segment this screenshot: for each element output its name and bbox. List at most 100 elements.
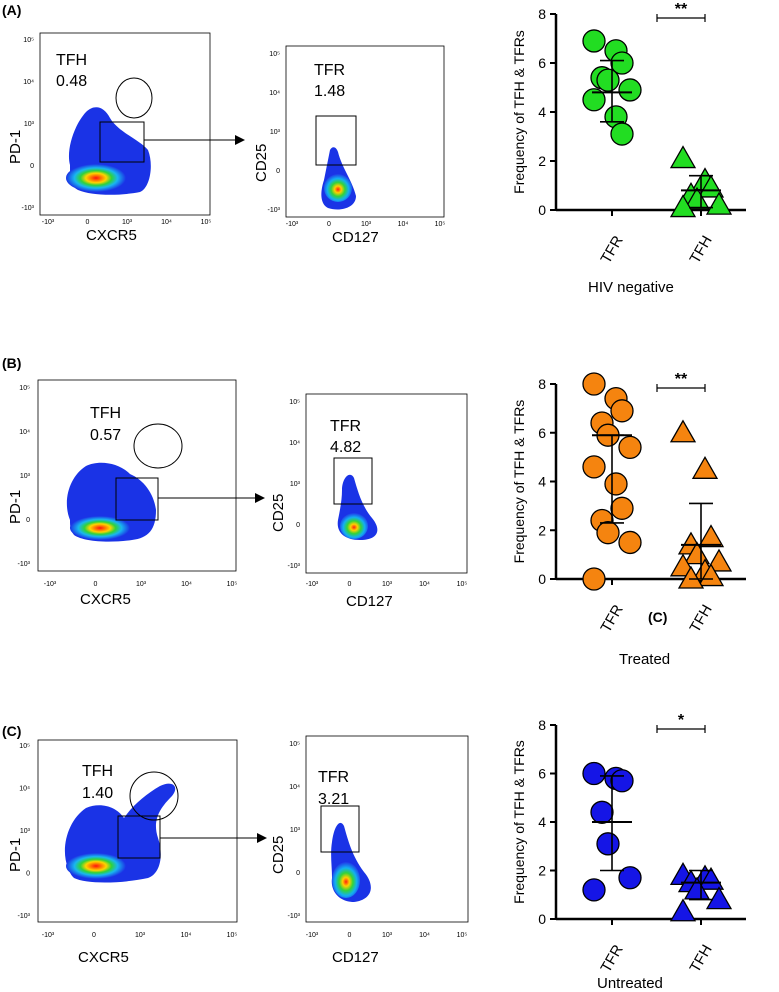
flow-y-tick: 10³ — [20, 828, 31, 835]
flow-x-tick: 10⁴ — [419, 932, 430, 939]
flow-x-tick: 10⁵ — [227, 932, 238, 939]
y-tick-label: 4 — [538, 104, 546, 120]
flow-x-tick: 10⁵ — [201, 219, 212, 226]
flow-y-tick: 10⁴ — [289, 440, 300, 447]
flow-x-tick: 10⁵ — [457, 932, 468, 939]
flow-x-tick: 0 — [348, 581, 352, 588]
density-core — [340, 513, 368, 539]
flow-y-tick: 10⁴ — [19, 786, 30, 793]
flow-y-tick: 10⁴ — [23, 79, 34, 86]
flow-x-tick: 10⁴ — [398, 221, 409, 228]
panel-label-b: (B) — [2, 355, 21, 371]
data-point — [596, 68, 620, 92]
cxcr5-gate-box — [117, 815, 161, 859]
y-tick-label: 0 — [538, 911, 546, 927]
data-point — [697, 524, 725, 548]
flow-x-tick: -10³ — [306, 581, 319, 588]
flow-x-tick: -10³ — [44, 581, 57, 588]
tfh-gate-ellipse — [133, 423, 183, 469]
density-core — [324, 174, 352, 202]
flow2-xlabel: CD127 — [346, 593, 393, 610]
y-axis-label: Frequency of TFH & TFRs — [511, 400, 527, 564]
flow-plot-cd25-cd127-c: TFR 3.21 CD127 CD25 -10³ 0 10³ 10⁴ 10⁵ 10⁵ 10… — [270, 735, 469, 966]
flow-x-tick: 10⁴ — [181, 932, 192, 939]
flow-y-tick: 10⁵ — [289, 741, 300, 748]
flow-y-tick: -10³ — [288, 913, 301, 920]
data-point — [604, 472, 628, 496]
flow-y-tick: 0 — [26, 517, 30, 524]
x-category-label: TFR — [597, 602, 626, 636]
data-point — [677, 565, 705, 589]
data-point — [705, 191, 733, 215]
tfr-gate-label: TFR — [330, 418, 361, 435]
tfh-gate-value: 1.40 — [82, 785, 113, 802]
data-point — [618, 435, 642, 460]
density-core — [70, 516, 130, 540]
data-point — [697, 563, 725, 587]
flow-plot-frame — [305, 393, 468, 574]
flow1-xlabel: CXCR5 — [86, 227, 137, 244]
flow-plot-frame — [37, 379, 237, 572]
flow-y-tick: -10³ — [18, 913, 31, 920]
density-core — [66, 853, 126, 879]
data-point — [669, 194, 697, 218]
flow1-xlabel: CXCR5 — [80, 591, 131, 608]
tfr-gate-value: 4.82 — [330, 439, 361, 456]
flow-plot-frame — [305, 735, 469, 923]
flow-x-tick: 10³ — [122, 219, 133, 226]
flow-x-tick: -10³ — [286, 221, 299, 228]
data-point — [697, 866, 725, 890]
dotplot-treated: 0 2 4 6 8 Frequency of TFH & TFRs TFR TFH ** — [511, 371, 746, 636]
data-point — [582, 567, 606, 591]
y-tick-label: 8 — [538, 717, 546, 733]
flow-plot-pd1-cxcr5-b: TFH 0.57 CXCR5 PD-1 -10³ 0 10³ 10⁴ 10⁵ 10⁵ 10… — [7, 379, 237, 608]
flow2-ylabel: CD25 — [270, 494, 287, 532]
flow-y-tick: -10³ — [288, 563, 301, 570]
flow-y-tick: 10³ — [290, 827, 301, 834]
data-point — [610, 122, 634, 146]
data-point — [683, 541, 711, 565]
flow-y-tick: 10⁵ — [269, 51, 280, 58]
significance-stars: * — [678, 712, 685, 729]
flow-x-tick: 0 — [94, 581, 98, 588]
flow2-xlabel: CD127 — [332, 229, 379, 246]
x-category-label: TFR — [597, 942, 626, 976]
y-tick-label: 6 — [538, 425, 546, 441]
flow2-ylabel: CD25 — [253, 144, 270, 182]
tfh-gate-value: 0.57 — [90, 427, 121, 444]
tfr-gate-box — [315, 115, 357, 166]
cxcr5-gate-box — [115, 477, 159, 521]
flow-x-tick: 0 — [327, 221, 331, 228]
data-point — [582, 878, 606, 902]
flow-x-tick: 10⁵ — [435, 221, 446, 228]
flow-y-tick: 10⁴ — [289, 784, 300, 791]
flow2-xlabel: CD127 — [332, 949, 379, 966]
flow-plot-pd1-cxcr5-a: TFH 0.48 CXCR5 PD-1 -10³ 0 10³ 10⁴ 10⁵ 10⁵ 10… — [7, 32, 212, 244]
tfr-gate-label: TFR — [314, 62, 345, 79]
y-tick-label: 4 — [538, 474, 546, 490]
tfh-gate-value: 0.48 — [56, 73, 87, 90]
flow-plot-frame — [285, 45, 445, 218]
flow-y-tick: 10³ — [290, 481, 301, 488]
flow2-ylabel: CD25 — [270, 836, 287, 874]
data-point — [691, 456, 719, 479]
data-point — [669, 419, 697, 443]
data-point — [610, 399, 634, 423]
data-point — [590, 800, 614, 824]
flow-plot-pd1-cxcr5-c: TFH 1.40 CXCR5 PD-1 -10³ 0 10³ 10⁴ 10⁵ 10⁵ 10… — [7, 739, 238, 966]
flow-y-tick: 10⁴ — [19, 429, 30, 436]
x-category-label: TFH — [686, 942, 715, 976]
panel-label-a: (A) — [2, 2, 21, 18]
tfh-gate-label: TFH — [90, 405, 121, 422]
y-tick-label: 6 — [538, 55, 546, 71]
flow-x-tick: 0 — [348, 932, 352, 939]
condition-label-b: Treated — [619, 651, 670, 668]
data-point — [582, 29, 606, 53]
flow1-xlabel: CXCR5 — [78, 949, 129, 966]
flow-x-tick: 0 — [86, 219, 90, 226]
flow-x-tick: 0 — [92, 932, 96, 939]
stray-panel-label: (C) — [648, 609, 667, 625]
data-point — [582, 88, 606, 112]
y-tick-label: 4 — [538, 814, 546, 830]
